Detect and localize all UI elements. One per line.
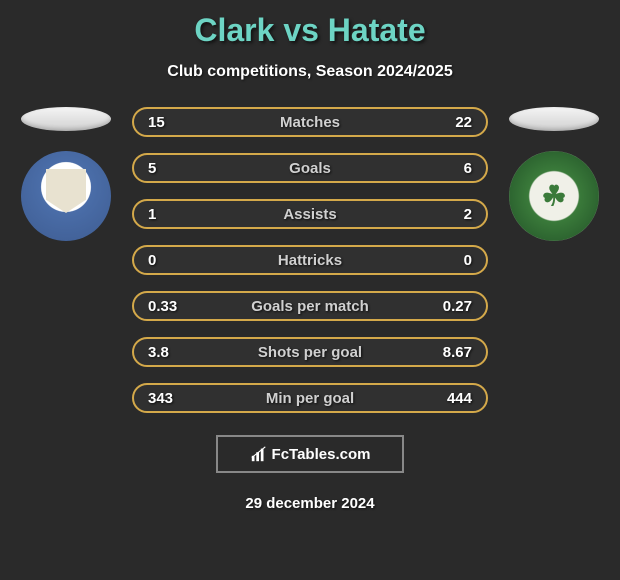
stat-left-value: 5 [148,160,156,177]
stat-left-value: 1 [148,206,156,223]
stat-label: Hattricks [134,252,486,269]
stat-label: Shots per goal [134,344,486,361]
content-row: 15 Matches 22 5 Goals 6 1 Assists 2 0 Ha… [0,107,620,413]
stat-row-shots-per-goal: 3.8 Shots per goal 8.67 [132,337,488,367]
stat-left-value: 15 [148,114,165,131]
stat-left-value: 0.33 [148,298,177,315]
stat-right-value: 22 [455,114,472,131]
stat-label: Assists [134,206,486,223]
bars-icon [250,445,268,463]
stat-right-value: 0.27 [443,298,472,315]
stat-label: Min per goal [134,390,486,407]
stat-label: Goals per match [134,298,486,315]
stat-row-min-per-goal: 343 Min per goal 444 [132,383,488,413]
stat-row-matches: 15 Matches 22 [132,107,488,137]
page-title: Clark vs Hatate [0,12,620,49]
brand-box[interactable]: FcTables.com [216,435,404,473]
brand-text: FcTables.com [272,446,371,463]
stat-left-value: 0 [148,252,156,269]
left-flag-placeholder [21,107,111,131]
main-container: Clark vs Hatate Club competitions, Seaso… [0,0,620,580]
stat-row-goals-per-match: 0.33 Goals per match 0.27 [132,291,488,321]
right-team-column [494,107,614,241]
date-label: 29 december 2024 [0,495,620,512]
left-team-crest [21,151,111,241]
subtitle: Club competitions, Season 2024/2025 [0,63,620,81]
stat-right-value: 6 [464,160,472,177]
stats-column: 15 Matches 22 5 Goals 6 1 Assists 2 0 Ha… [126,107,494,413]
stat-row-assists: 1 Assists 2 [132,199,488,229]
stat-row-hattricks: 0 Hattricks 0 [132,245,488,275]
stat-left-value: 3.8 [148,344,169,361]
stat-row-goals: 5 Goals 6 [132,153,488,183]
stat-right-value: 8.67 [443,344,472,361]
stat-right-value: 0 [464,252,472,269]
stat-right-value: 444 [447,390,472,407]
right-team-crest [509,151,599,241]
stat-label: Matches [134,114,486,131]
stat-label: Goals [134,160,486,177]
stat-left-value: 343 [148,390,173,407]
right-flag-placeholder [509,107,599,131]
left-team-column [6,107,126,241]
stat-right-value: 2 [464,206,472,223]
